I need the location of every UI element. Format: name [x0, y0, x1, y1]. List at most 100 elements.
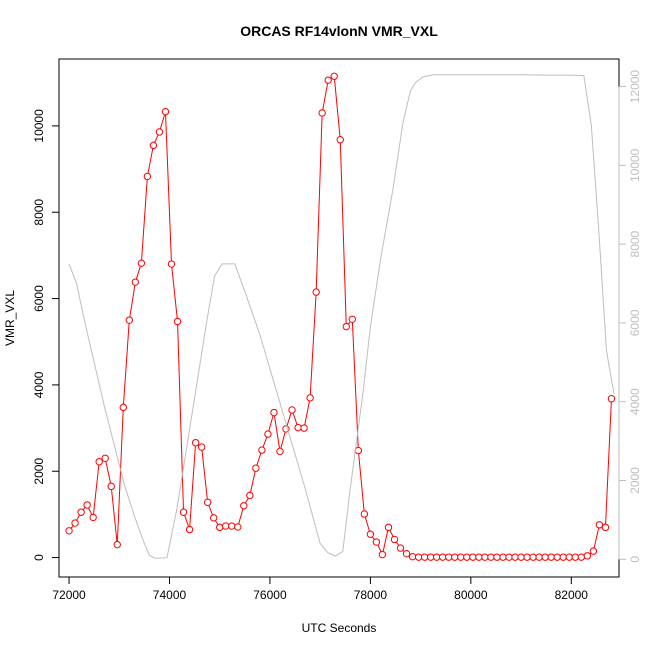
data-point: [463, 553, 471, 561]
data-point: [517, 553, 525, 561]
data-point: [107, 482, 115, 491]
y2-tick-label: 4000: [628, 388, 642, 415]
data-point: [451, 553, 459, 561]
data-point: [396, 544, 405, 552]
data-point: [246, 491, 254, 500]
data-point: [143, 172, 152, 181]
data-point: [571, 553, 579, 561]
y2-tick-label: 8000: [628, 230, 642, 257]
y-tick-label: 8000: [32, 199, 46, 226]
data-point: [83, 501, 91, 509]
data-point: [113, 540, 121, 549]
y2-tick-label: 6000: [628, 309, 642, 336]
y-tick-label: 2000: [32, 458, 46, 485]
data-point: [535, 553, 543, 561]
data-point: [173, 317, 182, 326]
data-point: [420, 553, 429, 561]
data-point: [607, 395, 616, 403]
data-point: [505, 553, 513, 561]
data-point: [65, 527, 73, 535]
data-point: [529, 553, 537, 561]
series-layer: [65, 72, 616, 561]
data-point: [77, 508, 85, 516]
data-point: [481, 553, 489, 561]
data-point: [167, 260, 176, 268]
data-point: [583, 552, 592, 560]
data-point: [125, 316, 134, 324]
data-point: [101, 454, 109, 462]
data-point: [203, 498, 212, 507]
y2-tick-label: 10000: [628, 148, 642, 182]
data-point: [565, 553, 573, 561]
data-point: [366, 530, 375, 538]
data-point: [234, 523, 242, 531]
data-point: [523, 553, 531, 561]
y-axis-right: 0 2000 4000 6000 8000 10000 12000: [618, 70, 642, 563]
data-point: [408, 553, 417, 561]
data-point: [445, 553, 453, 561]
data-point: [258, 446, 266, 454]
data-point: [318, 109, 326, 117]
data-point: [348, 315, 357, 323]
data-point: [89, 513, 97, 522]
data-point: [547, 553, 555, 561]
data-point: [71, 519, 79, 527]
data-point: [264, 430, 272, 438]
data-point: [330, 72, 338, 80]
data-point: [457, 553, 465, 561]
data-point: [149, 141, 158, 150]
data-point: [155, 128, 164, 136]
y2-tick-label: 0: [628, 556, 642, 563]
data-point: [487, 553, 495, 561]
data-point: [559, 553, 567, 561]
data-point: [324, 76, 332, 84]
data-point: [402, 549, 411, 558]
y2-tick-label: 2000: [628, 467, 642, 494]
y-axis-label: VMR_VXL: [3, 290, 17, 346]
data-point: [601, 523, 610, 532]
data-point: [209, 514, 218, 522]
data-point: [294, 423, 302, 432]
data-point: [384, 523, 393, 532]
data-point: [426, 553, 435, 561]
y-axis-left: 0 2000 4000 6000 8000 10000: [32, 109, 60, 561]
data-point: [191, 439, 200, 447]
data-point: [270, 408, 278, 417]
x-tick-label: 82000: [555, 588, 589, 602]
data-point: [432, 553, 441, 561]
data-point: [222, 522, 230, 530]
data-point: [378, 550, 387, 559]
data-point: [372, 538, 381, 546]
data-point: [541, 553, 549, 561]
data-point: [577, 553, 586, 561]
data-point: [252, 464, 260, 472]
data-point: [216, 523, 224, 532]
x-axis: 72000 74000 76000 78000 80000 82000: [52, 576, 589, 602]
data-point: [312, 288, 320, 296]
x-tick-label: 76000: [253, 588, 287, 602]
data-point: [197, 443, 206, 451]
data-point: [390, 535, 399, 544]
data-point: [131, 278, 140, 286]
secondary-series-line: [68, 74, 615, 559]
data-point: [469, 553, 477, 561]
data-point: [475, 553, 483, 561]
data-point: [95, 458, 103, 466]
x-tick-label: 80000: [454, 588, 488, 602]
data-point: [439, 553, 447, 561]
data-point: [276, 447, 284, 456]
y2-tick-label: 12000: [628, 70, 642, 104]
y-tick-label: 0: [32, 554, 46, 561]
chart-title: ORCAS RF14vlonN VMR_VXL: [240, 23, 438, 39]
data-point: [228, 522, 236, 530]
data-point: [300, 424, 308, 432]
data-point: [240, 502, 248, 510]
data-point: [595, 521, 604, 529]
data-point: [499, 553, 507, 561]
data-point: [493, 553, 501, 561]
x-axis-label: UTC Seconds: [302, 621, 377, 635]
data-point: [589, 547, 598, 555]
x-tick-label: 72000: [52, 588, 86, 602]
